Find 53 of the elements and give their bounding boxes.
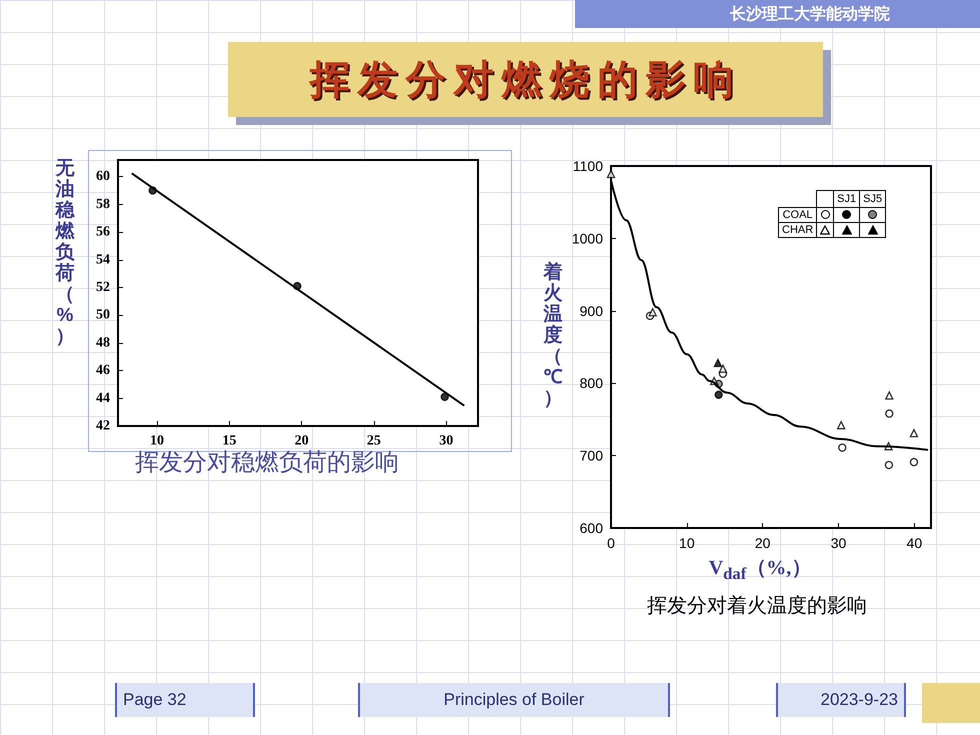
point bbox=[718, 364, 728, 373]
point bbox=[885, 409, 894, 418]
x-tick-label: 10 bbox=[150, 434, 164, 448]
y-tick-label: 50 bbox=[96, 308, 110, 323]
x-tick-label: 25 bbox=[366, 434, 381, 448]
y-tick-label: 800 bbox=[580, 375, 604, 392]
text: 无油稳燃负荷（%） bbox=[56, 158, 74, 347]
point bbox=[714, 358, 722, 368]
y-tick-label: 900 bbox=[580, 302, 604, 319]
y-axis-title: 着火温度（℃） bbox=[542, 262, 564, 409]
y-tick-label: 1100 bbox=[572, 158, 604, 174]
text: Principles of Boiler bbox=[358, 683, 670, 717]
x-axis-title: V$_{daf}$（%,） bbox=[708, 556, 812, 584]
y-tick-label: 54 bbox=[96, 252, 110, 268]
y-tick-label: 700 bbox=[580, 448, 604, 464]
text: 挥发分对稳燃负荷的影响 bbox=[135, 449, 399, 476]
x-tick-label: 20 bbox=[294, 434, 309, 448]
point bbox=[910, 458, 918, 466]
y-tick-label: 48 bbox=[96, 335, 110, 350]
y-tick-label: 44 bbox=[96, 390, 110, 406]
y-tick-label: 58 bbox=[96, 196, 110, 212]
x-tick-label: 30 bbox=[830, 535, 846, 551]
y-tick-label: 600 bbox=[580, 520, 604, 536]
text: Page 32 bbox=[115, 683, 255, 717]
text: 2023-9-23 bbox=[776, 683, 906, 717]
y-tick-label: 56 bbox=[96, 224, 110, 240]
point bbox=[836, 421, 846, 430]
point bbox=[648, 308, 657, 316]
x-tick-label: 30 bbox=[439, 434, 454, 448]
point bbox=[838, 443, 846, 452]
x-tick-label: 15 bbox=[222, 434, 236, 448]
point bbox=[910, 429, 918, 438]
y-tick-label: 1000 bbox=[572, 230, 604, 246]
text: 长沙理工大学能动学院 bbox=[730, 4, 890, 25]
text: 挥发分对燃烧的影响 bbox=[310, 56, 742, 104]
y-tick-label: 60 bbox=[96, 169, 110, 184]
point bbox=[440, 392, 449, 402]
point bbox=[885, 391, 894, 400]
annotation: CHAR bbox=[778, 222, 817, 237]
point bbox=[606, 170, 616, 178]
x-tick-label: 20 bbox=[754, 535, 771, 551]
point bbox=[884, 460, 894, 470]
annotation: COAL bbox=[778, 207, 817, 222]
annotation: SJ1 bbox=[834, 190, 860, 207]
point bbox=[714, 390, 723, 399]
x-tick-label: 40 bbox=[906, 535, 922, 551]
annotation: SJ5 bbox=[860, 190, 886, 207]
y-tick-label: 42 bbox=[96, 418, 110, 434]
x-tick-label: 10 bbox=[679, 535, 695, 551]
y-tick-label: 46 bbox=[96, 363, 110, 378]
text: 挥发分对着火温度的影响 bbox=[646, 594, 868, 619]
x-tick-label: 0 bbox=[607, 535, 616, 551]
y-tick-label: 52 bbox=[96, 280, 110, 295]
